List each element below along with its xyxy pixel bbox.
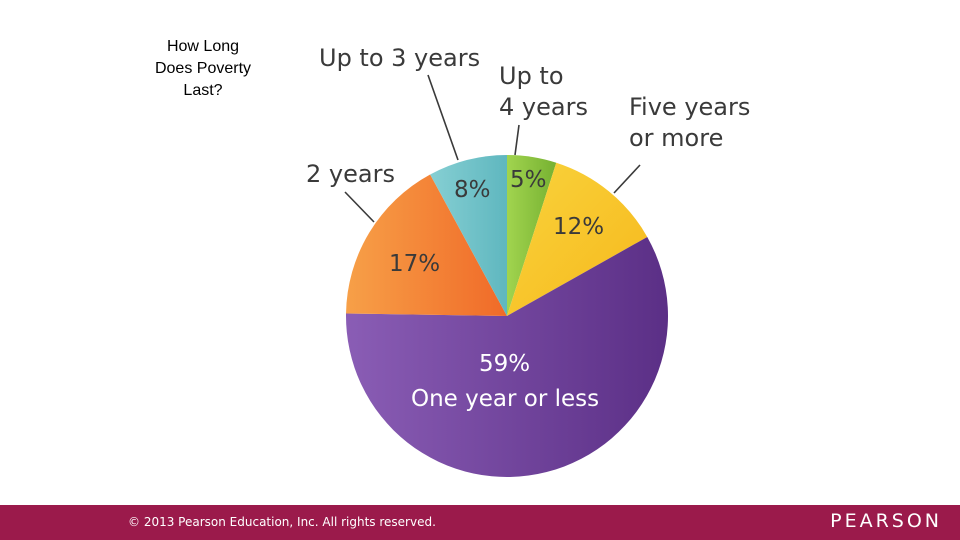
slide-title-line-2: Does Poverty (154, 60, 252, 77)
pearson-logo: PEARSON (830, 510, 942, 532)
slice-one-year-or-less (346, 236, 669, 477)
leader-two-years (344, 191, 375, 223)
footer-bar: © 2013 Pearson Education, Inc. All right… (0, 505, 960, 540)
slice-up-to-3-years (430, 155, 507, 316)
pct-five-years: 12% (553, 214, 604, 240)
callout-up-to-4-years-line-2: 4 years (499, 93, 588, 121)
callout-five-years-line-2: or more (629, 124, 723, 152)
pct-one-year: 59% (479, 351, 530, 377)
callout-five-years-line-1: Five years (629, 93, 750, 121)
leader-up-to-4 (514, 124, 520, 156)
slide-title: How Long Does Poverty Last? (118, 36, 288, 102)
leader-up-to-3 (427, 74, 459, 161)
slide-title-line-3: Last? (183, 82, 223, 99)
callout-two-years: 2 years (306, 160, 395, 188)
pct-two-years: 17% (389, 251, 440, 277)
slice-five-years-or-more (507, 162, 648, 316)
pct-up-to-4: 5% (510, 167, 547, 193)
leader-five-years (613, 164, 641, 194)
pie-chart: Up to 3 years Up to 4 years Five years o… (306, 44, 750, 477)
slide-title-line-1: How Long (166, 38, 240, 55)
copyright-text: © 2013 Pearson Education, Inc. All right… (128, 515, 436, 529)
pct-up-to-3: 8% (454, 177, 491, 203)
callout-one-year-or-less: One year or less (411, 386, 599, 412)
callout-up-to-3-years: Up to 3 years (319, 44, 480, 72)
slice-up-to-4-years (507, 155, 557, 316)
slice-2-years (346, 174, 507, 316)
callout-up-to-4-years-line-1: Up to (499, 62, 564, 90)
